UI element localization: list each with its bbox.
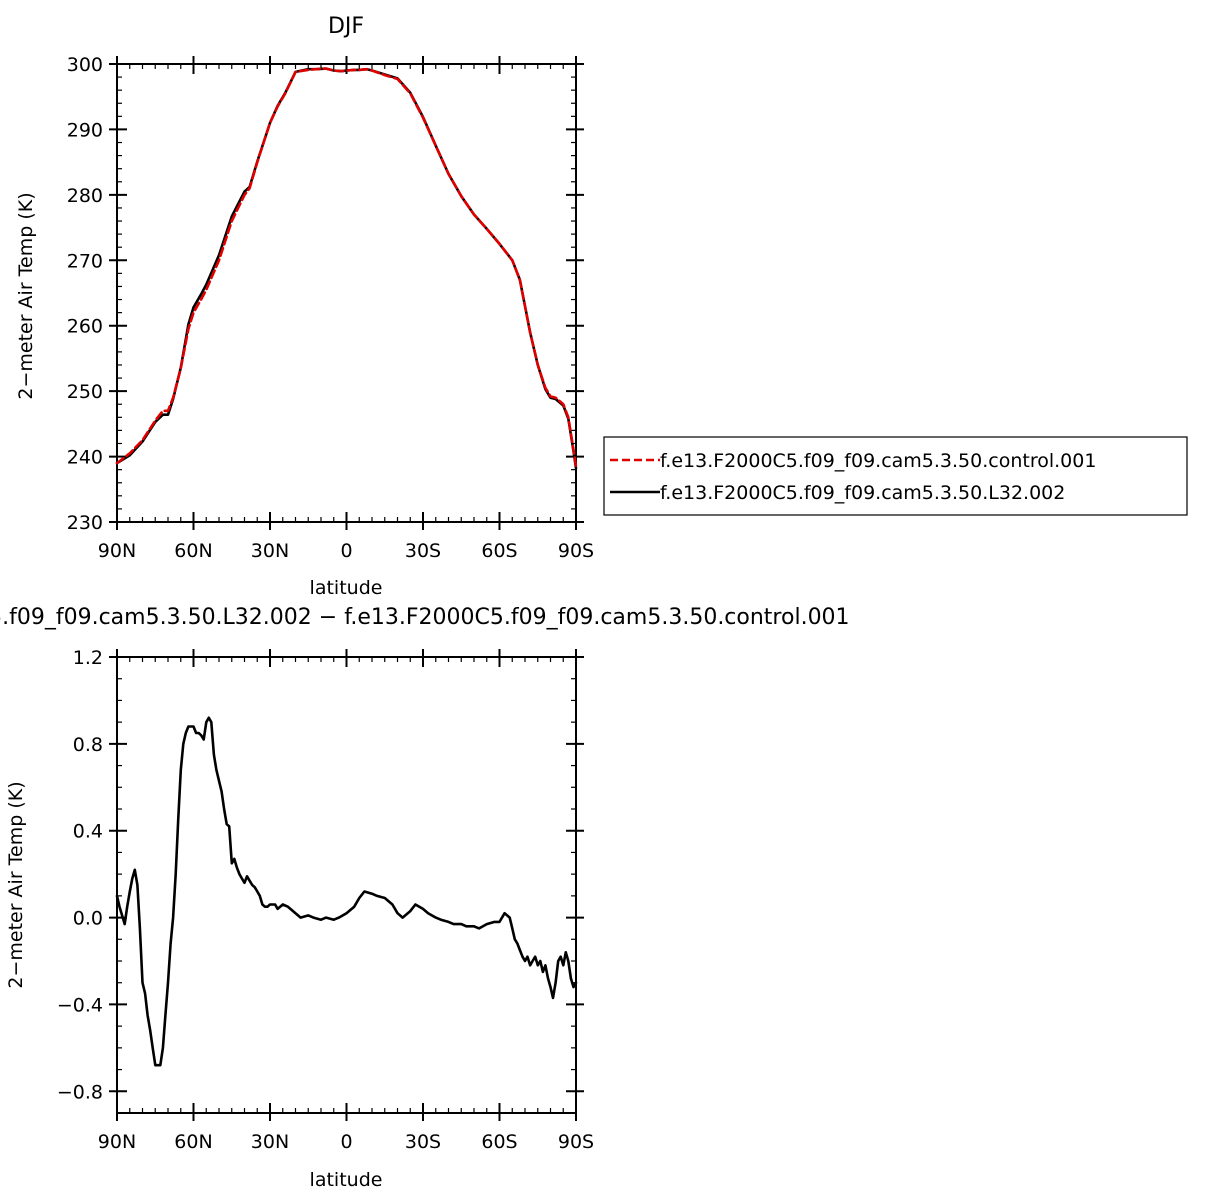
- bottom-y-tick-label: 0.4: [73, 821, 103, 843]
- bottom-x-tick-label: 90S: [558, 1131, 594, 1153]
- bottom-chart-plot-area: 90N 60N 30N 0 30S 60S 90S −0.8 −0.4 0.0 0.4 0.8 1.2: [57, 647, 594, 1153]
- top-x-tick-label: 60N: [174, 540, 212, 562]
- bottom-y-tick-label: 1.2: [73, 647, 103, 669]
- top-x-tick-label: 30N: [251, 540, 289, 562]
- bottom-x-tick-label: 30N: [251, 1131, 289, 1153]
- top-y-tick-label: 280: [67, 185, 103, 207]
- bottom-chart-title: f.e13.F2000C5.f09_f09.cam5.3.50.L32.002 …: [0, 605, 850, 630]
- bottom-x-tick-label: 0: [340, 1131, 352, 1153]
- bottom-chart-ylabel: 2−meter Air Temp (K): [5, 781, 27, 988]
- top-chart-ylabel: 2−meter Air Temp (K): [15, 192, 37, 399]
- top-y-tick-label: 250: [67, 381, 103, 403]
- legend-label-l32: f.e13.F2000C5.f09_f09.cam5.3.50.L32.002: [660, 482, 1065, 504]
- top-chart-title: DJF: [328, 14, 364, 39]
- top-chart-plot-area: 90N 60N 30N 0 30S 60S 90S 230 240 250 260 270 280 290…: [67, 54, 594, 562]
- top-y-tick-label: 270: [67, 250, 103, 272]
- top-y-tick-label: 300: [67, 54, 103, 76]
- bottom-x-tick-label: 60S: [481, 1131, 517, 1153]
- top-x-tick-label: 90S: [558, 540, 594, 562]
- bottom-series-line-0: [115, 716, 578, 1067]
- top-chart: DJF 90N 60N 30N 0 30S 60S 90S 230 240 250 260 270 28…: [15, 14, 1188, 599]
- bottom-x-tick-label: 30S: [405, 1131, 441, 1153]
- bottom-chart-xlabel: latitude: [310, 1169, 383, 1191]
- top-y-tick-label: 290: [67, 119, 103, 141]
- top-x-tick-label: 60S: [481, 540, 517, 562]
- top-series-line-0: [115, 67, 578, 468]
- bottom-x-tick-label: 90N: [98, 1131, 136, 1153]
- bottom-y-tick-label: −0.8: [57, 1081, 103, 1103]
- top-chart-legend: f.e13.F2000C5.f09_f09.cam5.3.50.control.…: [603, 436, 1188, 516]
- legend-box: [603, 436, 1188, 516]
- bottom-y-tick-label: −0.4: [57, 994, 103, 1016]
- bottom-x-tick-label: 60N: [174, 1131, 212, 1153]
- top-series-line-1: [115, 67, 578, 470]
- legend-label-control: f.e13.F2000C5.f09_f09.cam5.3.50.control.…: [660, 450, 1096, 472]
- bottom-y-tick-label: 0.8: [73, 734, 103, 756]
- top-y-tick-label: 230: [67, 512, 103, 534]
- bottom-chart: f.e13.F2000C5.f09_f09.cam5.3.50.L32.002 …: [0, 605, 850, 1191]
- top-plot-frame: [116, 63, 577, 523]
- top-chart-xlabel: latitude: [310, 577, 383, 599]
- top-x-tick-label: 90N: [98, 540, 136, 562]
- bottom-plot-frame: [116, 656, 577, 1114]
- top-x-tick-label: 30S: [405, 540, 441, 562]
- top-y-tick-label: 240: [67, 447, 103, 469]
- bottom-y-tick-label: 0.0: [73, 908, 103, 930]
- top-x-tick-label: 0: [340, 540, 352, 562]
- top-y-tick-label: 260: [67, 316, 103, 338]
